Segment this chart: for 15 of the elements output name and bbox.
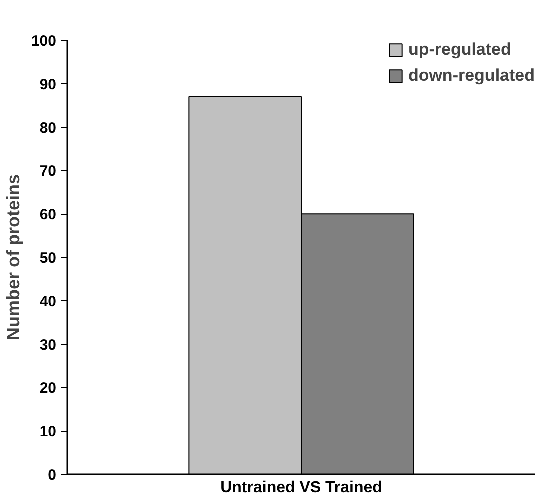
y-tick-label: 50 bbox=[40, 250, 57, 267]
y-tick-label: 20 bbox=[40, 380, 57, 398]
x-tick-label: Untrained VS Trained bbox=[220, 480, 382, 496]
legend-label: down-regulated bbox=[408, 66, 535, 86]
y-tick-label: 80 bbox=[40, 120, 57, 137]
y-axis-title: Number of proteins bbox=[3, 174, 24, 341]
y-tick-label: 90 bbox=[40, 76, 57, 94]
y-tick-label: 40 bbox=[40, 293, 57, 310]
y-tick-label: 10 bbox=[40, 424, 57, 441]
y-tick-label: 0 bbox=[48, 467, 56, 484]
legend-label: up-regulated bbox=[408, 40, 512, 60]
y-tick-label: 60 bbox=[40, 206, 57, 224]
y-tick-label: 70 bbox=[40, 163, 57, 180]
y-tick-label: 30 bbox=[40, 336, 57, 354]
y-tick-label: 100 bbox=[31, 33, 57, 50]
